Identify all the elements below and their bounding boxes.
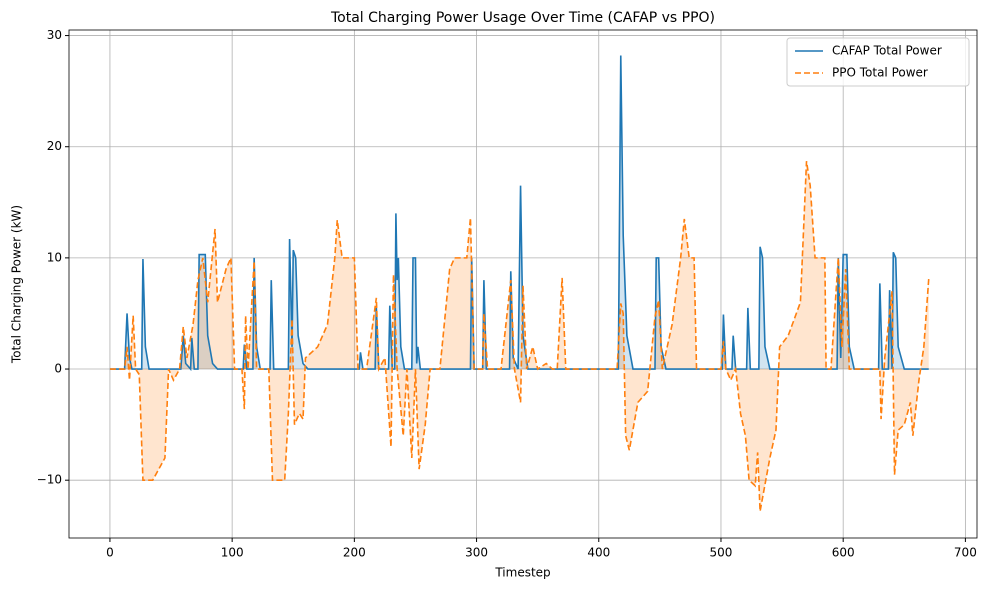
x-tick-label: 700 <box>954 546 977 560</box>
x-tick-label: 300 <box>465 546 488 560</box>
legend-box <box>786 37 970 87</box>
y-tick-label: 10 <box>47 250 62 264</box>
y-tick-label: −10 <box>37 473 62 487</box>
x-tick-label: 400 <box>587 546 610 560</box>
chart-title: Total Charging Power Usage Over Time (CA… <box>330 10 715 26</box>
y-tick-label: 30 <box>47 28 62 42</box>
x-axis-label: Timestep <box>494 566 550 580</box>
legend-label: CAFAP Total Power <box>832 44 942 58</box>
line <box>109 161 930 512</box>
x-tick-label: 500 <box>710 546 733 560</box>
legend-label: PPO Total Power <box>832 66 928 80</box>
y-tick-label: 20 <box>47 139 62 153</box>
plot-frame <box>68 29 978 539</box>
line <box>109 55 929 372</box>
y-axis-label: Total Charging Power (kW) <box>10 205 24 364</box>
x-tick-label: 100 <box>221 546 244 560</box>
x-tick-label: 600 <box>832 546 855 560</box>
x-tick-label: 200 <box>343 546 366 560</box>
y-tick-label: 0 <box>54 362 62 376</box>
x-tick-label: 0 <box>106 546 114 560</box>
